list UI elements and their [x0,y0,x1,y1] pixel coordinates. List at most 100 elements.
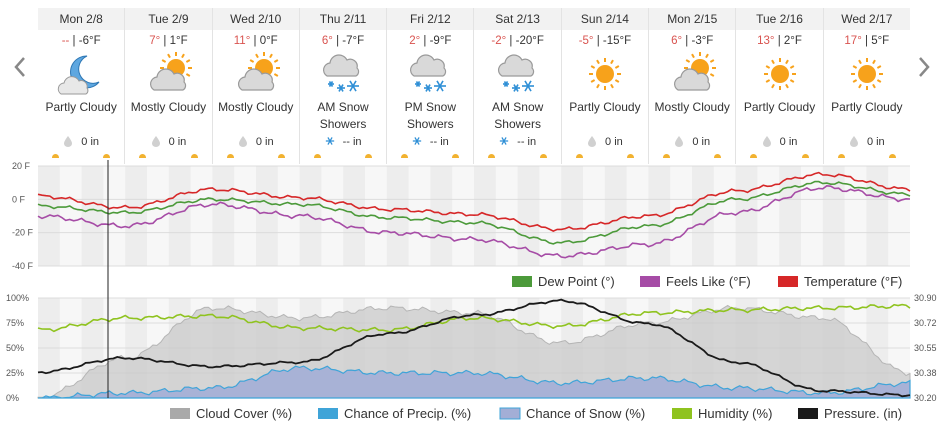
high-temp: 7° [149,35,161,47]
high-temp: 6° [671,35,683,47]
y-tick-label-left: 75% [6,318,24,328]
sunny-icon [736,49,822,99]
drop-icon [238,135,248,150]
day-name: Sun 2/14 [561,8,649,30]
night-band [735,166,758,266]
next-arrow-button[interactable] [914,52,934,82]
snow-showers-icon [300,49,386,99]
sunset-icon [365,154,373,158]
precip-amount: -- in [474,134,560,150]
day-name: Mon 2/8 [38,8,125,30]
sunrise-icon [663,154,671,158]
day-temps: 11° | 0°F [233,35,278,47]
precip-amount: 0 in [824,134,910,150]
day-column[interactable]: Thu 2/11 6° | -7°F AM Snow Showers -- in [298,8,387,164]
day-name: Tue 2/9 [125,8,212,30]
pressure-legend-swatch [798,408,818,419]
low-temp: 2°F [783,35,802,47]
snowflake-icon [325,135,335,150]
condition-text: Partly Cloudy [743,100,816,114]
precip-amount: 0 in [38,134,124,150]
sunset-icon [627,154,635,158]
precip-value: 0 in [866,136,885,148]
day-column[interactable]: Tue 2/9 7° | 1°F Mostly Cloudy 0 in [124,8,212,164]
night-band [517,166,540,266]
sunrise-icon [837,154,845,158]
low-temp: -9°F [429,35,452,47]
low-temp: 1°F [169,35,188,47]
precip-legend-swatch [318,408,338,419]
sunrise-icon [488,154,496,158]
day-column[interactable]: Mon 2/8 -- | -6°F Partly Cloudy 0 in [38,8,125,164]
sun-times [736,154,822,162]
high-temp: -- [61,35,70,47]
night-band [430,166,453,266]
sunrise-icon [226,154,234,158]
legend-label: Feels Like (°F) [666,274,751,289]
drop-icon [63,135,73,150]
precip-amount: 0 in [213,134,299,150]
humidity-legend-swatch [672,408,692,419]
day-column[interactable]: Tue 2/16 13° | 2°F Partly Cloudy 0 in [735,8,823,164]
sunset-icon [539,154,547,158]
condition-text: Partly Cloudy [45,100,117,114]
condition-text: PM Snow Showers [404,100,457,131]
day-column[interactable]: Wed 2/17 17° | 5°F Partly Cloudy 0 in [822,8,910,164]
night-band [866,166,889,266]
feels-like-legend-swatch [640,276,660,287]
day-temps: 7° | 1°F [149,35,188,47]
precip-value: -- in [429,136,449,148]
day-name: Wed 2/17 [823,8,910,30]
drop-icon [587,135,597,150]
day-name: Tue 2/16 [736,8,823,30]
condition-text: Mostly Cloudy [218,100,294,114]
night-band [604,166,627,266]
night-band [125,166,147,266]
legend-label: Dew Point (°) [538,274,615,289]
drop-icon [849,135,859,150]
y-tick-label-left: 25% [6,368,24,378]
sun-times [474,154,560,162]
mostly-cloudy-icon [125,49,211,99]
snowflake-icon [499,135,509,150]
sun-times [562,154,648,162]
night-band [692,166,714,266]
high-temp: 11° [233,35,251,47]
precip-value: 0 in [605,136,623,148]
prev-arrow-button[interactable] [10,52,30,82]
day-temps: 13° | 2°F [757,35,802,47]
temperature-line [37,171,911,232]
precip-value: 0 in [255,136,274,148]
legend-label: Pressure. (in) [824,406,902,421]
sunset-icon [452,154,460,158]
snow-showers-icon [387,49,473,99]
sun-times [213,154,299,162]
precip-amount: -- in [300,134,386,150]
precip-amount: 0 in [562,134,648,150]
high-temp: 13° [757,35,775,47]
legend-label: Cloud Cover (%) [196,406,292,421]
pressure-line [37,298,911,398]
sunset-icon [888,154,896,158]
precip-amount: 0 in [736,134,822,150]
y-tick-label: -40 F [12,261,34,271]
legend-label: Humidity (%) [698,406,772,421]
cloud-cover-legend-swatch [170,408,190,419]
day-column[interactable]: Sun 2/14 -5° | -15°F Partly Cloudy 0 in [560,8,649,164]
day-column[interactable]: Mon 2/15 6° | -3°F Mostly Cloudy 0 in [648,8,736,164]
y-tick-label-left: 50% [6,343,24,353]
y-tick-label-right: 30.55 [914,343,937,353]
sunrise-icon [750,154,758,158]
night-band [822,166,845,266]
day-column[interactable]: Fri 2/12 2° | -9°F PM Snow Showers -- in [386,8,474,164]
day-temps: 6° | -3°F [671,35,714,47]
precip-value: 0 in [168,136,187,148]
day-column[interactable]: Wed 2/10 11° | 0°F Mostly Cloudy 0 in [211,8,299,164]
snow-showers-icon [474,49,560,99]
sun-times [387,154,473,162]
condition-text: AM Snow Showers [317,100,369,131]
temperature-legend-swatch [778,276,798,287]
day-column[interactable]: Sat 2/13 -2° | -20°F AM Snow Showers -- in [473,8,561,164]
dew-point-line [37,180,911,245]
sunny-icon [824,49,910,99]
